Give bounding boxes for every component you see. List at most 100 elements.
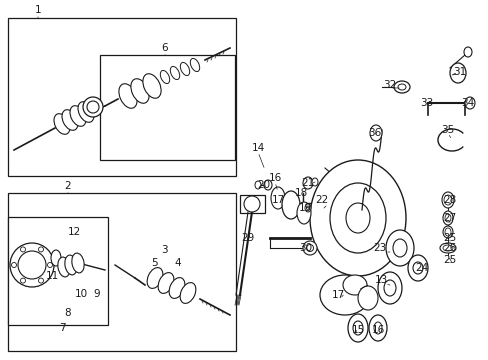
Ellipse shape (441, 192, 453, 208)
Ellipse shape (254, 181, 261, 189)
Ellipse shape (393, 81, 409, 93)
Text: 20: 20 (257, 180, 270, 190)
Ellipse shape (305, 204, 310, 212)
Ellipse shape (303, 177, 312, 189)
Ellipse shape (306, 206, 309, 210)
Ellipse shape (352, 321, 362, 335)
Text: 4: 4 (174, 258, 181, 268)
Ellipse shape (392, 239, 406, 257)
Ellipse shape (439, 243, 455, 253)
Circle shape (306, 244, 313, 252)
Ellipse shape (319, 275, 369, 315)
Text: 7: 7 (59, 323, 65, 333)
Text: 12: 12 (67, 227, 81, 237)
Ellipse shape (373, 322, 381, 334)
Ellipse shape (442, 226, 452, 238)
Text: 33: 33 (420, 98, 433, 108)
Text: 36: 36 (367, 128, 381, 138)
Text: 26: 26 (443, 243, 456, 253)
Ellipse shape (72, 253, 84, 273)
Ellipse shape (357, 286, 377, 310)
Text: 2: 2 (64, 181, 71, 191)
Text: 6: 6 (162, 43, 168, 53)
Ellipse shape (180, 62, 189, 76)
Text: 17: 17 (271, 195, 284, 205)
Ellipse shape (158, 273, 174, 293)
Ellipse shape (368, 315, 386, 341)
Text: 5: 5 (151, 258, 158, 268)
Ellipse shape (180, 283, 196, 303)
Text: 30: 30 (299, 243, 312, 253)
Ellipse shape (169, 278, 184, 298)
Text: 31: 31 (452, 67, 466, 77)
Ellipse shape (443, 195, 451, 205)
Text: 19: 19 (298, 203, 311, 213)
Text: 32: 32 (383, 80, 396, 90)
Ellipse shape (311, 178, 317, 186)
Ellipse shape (463, 47, 471, 57)
Text: 14: 14 (251, 143, 264, 153)
Circle shape (83, 97, 103, 117)
Ellipse shape (142, 74, 161, 98)
Ellipse shape (51, 250, 61, 266)
Text: 23: 23 (373, 243, 386, 253)
Ellipse shape (70, 106, 86, 126)
Ellipse shape (87, 101, 99, 113)
Ellipse shape (347, 314, 367, 342)
Text: 18: 18 (294, 188, 307, 198)
Text: 29: 29 (241, 233, 254, 243)
Bar (100, 55, 235, 160)
Ellipse shape (369, 125, 381, 141)
Text: 1: 1 (35, 5, 41, 15)
Text: 8: 8 (64, 308, 71, 318)
Text: 17: 17 (331, 290, 344, 300)
Ellipse shape (464, 97, 474, 109)
Bar (8, 18, 236, 176)
Ellipse shape (78, 102, 94, 122)
Bar (240, 195, 264, 213)
Ellipse shape (397, 84, 405, 90)
Text: 9: 9 (94, 289, 100, 299)
Ellipse shape (62, 110, 78, 130)
Ellipse shape (346, 203, 369, 233)
Ellipse shape (383, 280, 395, 296)
Text: 13: 13 (374, 275, 387, 285)
Text: 11: 11 (45, 271, 59, 281)
Text: 3: 3 (161, 245, 167, 255)
Ellipse shape (65, 255, 77, 275)
Text: 16: 16 (268, 173, 281, 183)
Text: 21: 21 (301, 178, 314, 188)
Ellipse shape (190, 58, 199, 72)
Ellipse shape (407, 255, 427, 281)
Bar (8, 217, 108, 325)
Ellipse shape (442, 211, 452, 225)
Ellipse shape (244, 196, 260, 212)
Bar (8, 193, 236, 351)
Text: 15: 15 (351, 325, 364, 335)
Circle shape (303, 241, 316, 255)
Circle shape (12, 262, 17, 267)
Circle shape (39, 278, 43, 283)
Text: 22: 22 (315, 195, 328, 205)
Ellipse shape (170, 67, 179, 80)
Ellipse shape (58, 257, 70, 277)
Ellipse shape (270, 187, 285, 209)
Ellipse shape (385, 230, 413, 266)
Text: 25: 25 (443, 255, 456, 265)
Circle shape (20, 247, 25, 252)
Text: 35: 35 (441, 125, 454, 135)
Text: 27: 27 (443, 213, 456, 223)
Ellipse shape (329, 183, 385, 253)
Ellipse shape (342, 275, 366, 295)
Ellipse shape (444, 228, 450, 236)
Ellipse shape (119, 84, 137, 108)
Text: 25: 25 (443, 233, 456, 243)
Ellipse shape (442, 245, 452, 251)
Circle shape (10, 243, 54, 287)
Ellipse shape (54, 114, 70, 134)
Text: 28: 28 (443, 195, 456, 205)
Ellipse shape (131, 79, 149, 103)
Ellipse shape (147, 267, 163, 288)
Ellipse shape (377, 272, 401, 304)
Ellipse shape (309, 160, 405, 276)
